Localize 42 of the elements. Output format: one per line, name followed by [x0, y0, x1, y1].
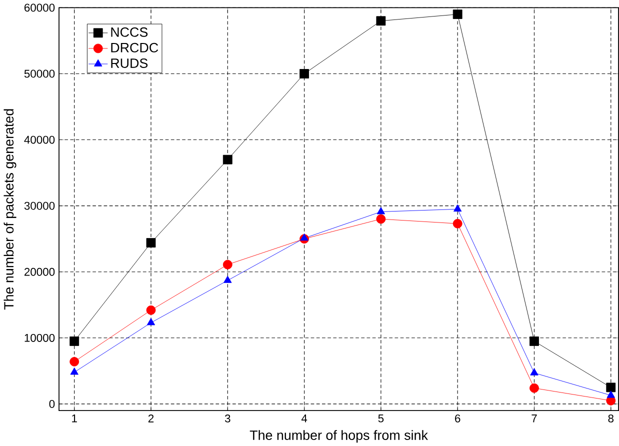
point	[606, 382, 616, 392]
x-tick-label: 5	[378, 414, 384, 422]
x-tick-label: 2	[148, 414, 154, 422]
point	[222, 260, 232, 270]
point	[530, 336, 539, 346]
x-tick-label: 6	[455, 414, 460, 422]
point	[70, 356, 80, 366]
x-tick-label: 1	[72, 414, 77, 422]
y-tick-label: 40000	[24, 136, 55, 144]
y-tick-label: 50000	[24, 70, 55, 78]
x-tick-label: 3	[224, 414, 230, 422]
point	[530, 383, 539, 393]
point	[300, 68, 309, 78]
y-tick-label: 0	[49, 400, 55, 408]
y-tick-label: 10000	[24, 334, 55, 342]
point	[70, 336, 80, 346]
point	[452, 218, 462, 228]
y-tick-label: 20000	[24, 268, 55, 276]
x-tick-label: 8	[608, 414, 614, 422]
point	[146, 305, 156, 315]
point	[376, 214, 386, 224]
y-tick-label: 30000	[24, 202, 55, 210]
point	[222, 154, 232, 164]
point	[530, 368, 538, 376]
legend-label: RUDS	[111, 58, 148, 68]
y-tick-label: 60000	[24, 4, 55, 12]
x-tick-label: 4	[301, 414, 308, 422]
legend-label: DRCDC	[111, 42, 158, 52]
point	[146, 318, 156, 326]
point	[452, 9, 462, 19]
y-axis-title: The number of packets generated	[4, 109, 16, 310]
point	[376, 16, 386, 26]
point	[606, 390, 615, 398]
point	[453, 204, 462, 212]
point	[376, 206, 386, 214]
point	[70, 367, 78, 375]
x-tick-label: 7	[532, 414, 537, 422]
point	[146, 238, 156, 248]
x-axis-title: The number of hops from sink	[250, 430, 428, 442]
legend-label: NCCS	[111, 27, 148, 37]
point	[300, 233, 308, 240]
point	[224, 276, 232, 283]
